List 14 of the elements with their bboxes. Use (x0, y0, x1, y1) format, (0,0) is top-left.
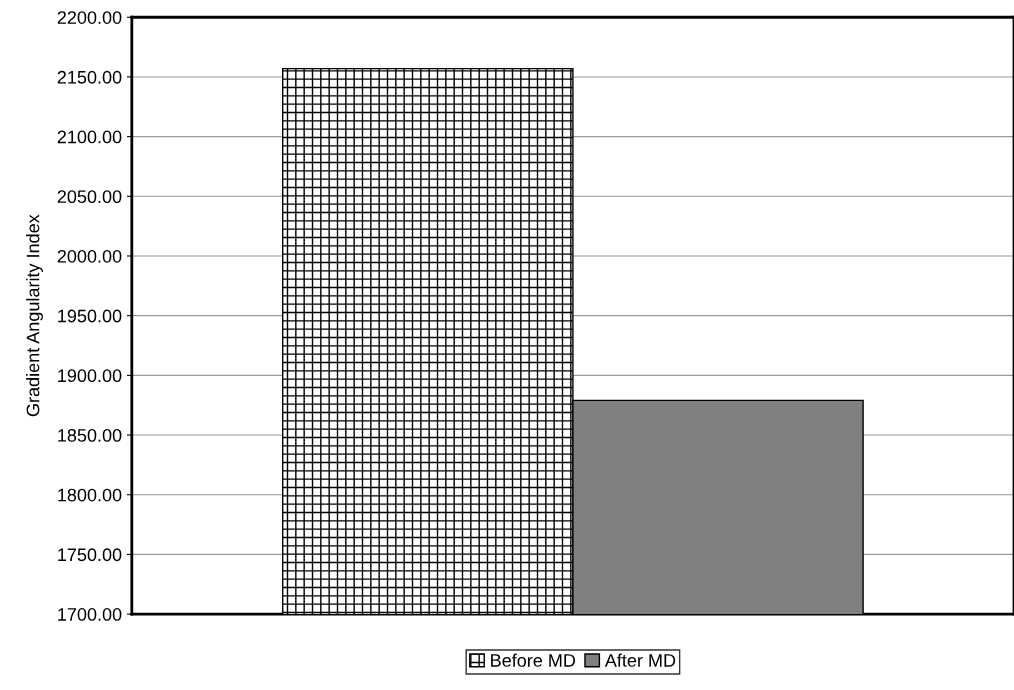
y-tick-label: 1900.00 (58, 369, 122, 383)
y-tick-label: 1800.00 (58, 488, 122, 502)
y-tick-label: 1950.00 (58, 309, 122, 323)
y-tick-label: 1700.00 (58, 608, 122, 621)
y-tick-label: 2150.00 (57, 70, 122, 84)
y-tick-label: 1750.00 (58, 548, 122, 562)
y-tick-label: 2100.00 (57, 130, 122, 144)
y-tick-label: 2200.00 (57, 11, 122, 24)
legend-label: Before MD (491, 653, 576, 667)
legend-label: After MD (604, 653, 676, 667)
y-tick-label: 2000.00 (57, 249, 122, 263)
y-axis-title: Gradient Angularity Index (26, 214, 43, 417)
y-tick-label: 1850.00 (58, 428, 122, 442)
y-tick-label: 2050.00 (57, 190, 122, 204)
